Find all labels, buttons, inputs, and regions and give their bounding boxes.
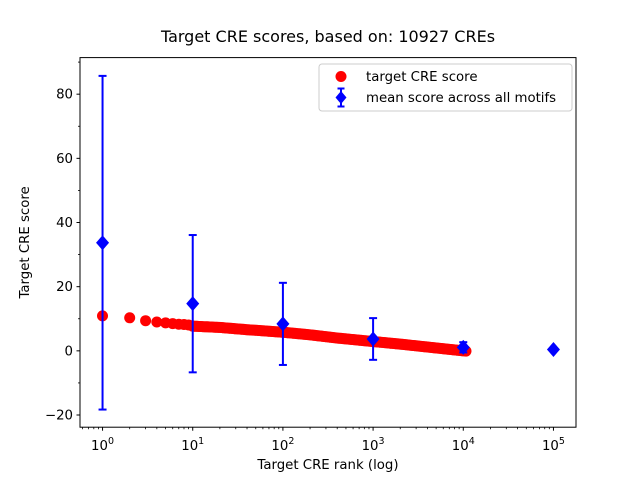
plot-area [79,57,577,428]
mean-diamond-point [186,296,200,312]
mean-diamond-point [276,316,290,332]
y-major-ticks [76,93,80,416]
y-axis-label: Target CRE score [18,186,33,299]
y-tick-label: 60 [56,152,73,167]
mean-diamond-point [546,342,560,358]
y-minor-ticks [78,61,80,384]
y-tick-labels: −20 0 20 40 60 80 [45,88,73,424]
series-target-cre-score [97,310,472,357]
legend: target CRE score mean score across all m… [318,63,573,112]
x-major-ticks [102,427,554,431]
legend-red-dot-icon [335,71,347,82]
mean-diamond-point [96,235,110,251]
legend-blue-diamond-errorbar-icon [335,87,347,108]
y-tick-label: 40 [56,216,73,231]
red-data-point [140,315,152,327]
legend-box [318,63,573,112]
y-tick-label: −20 [45,409,73,424]
y-tick-label: 80 [56,88,73,103]
x-axis-label: Target CRE rank (log) [256,458,398,473]
red-data-point [124,312,136,324]
series-mean-score-across-all-motifs [96,74,560,411]
chart-title: Target CRE scores, based on: 10927 CREs [160,27,495,46]
y-tick-label: 20 [56,280,73,295]
x-minor-ticks [82,427,550,430]
mean-diamond-point [456,339,470,355]
mean-diamond-point [366,331,380,347]
y-tick-label: 0 [65,344,73,359]
legend-entry-mean-score: mean score across all motifs [366,91,556,106]
red-data-point [151,316,163,328]
legend-entry-target-cre-score: target CRE score [366,70,478,85]
